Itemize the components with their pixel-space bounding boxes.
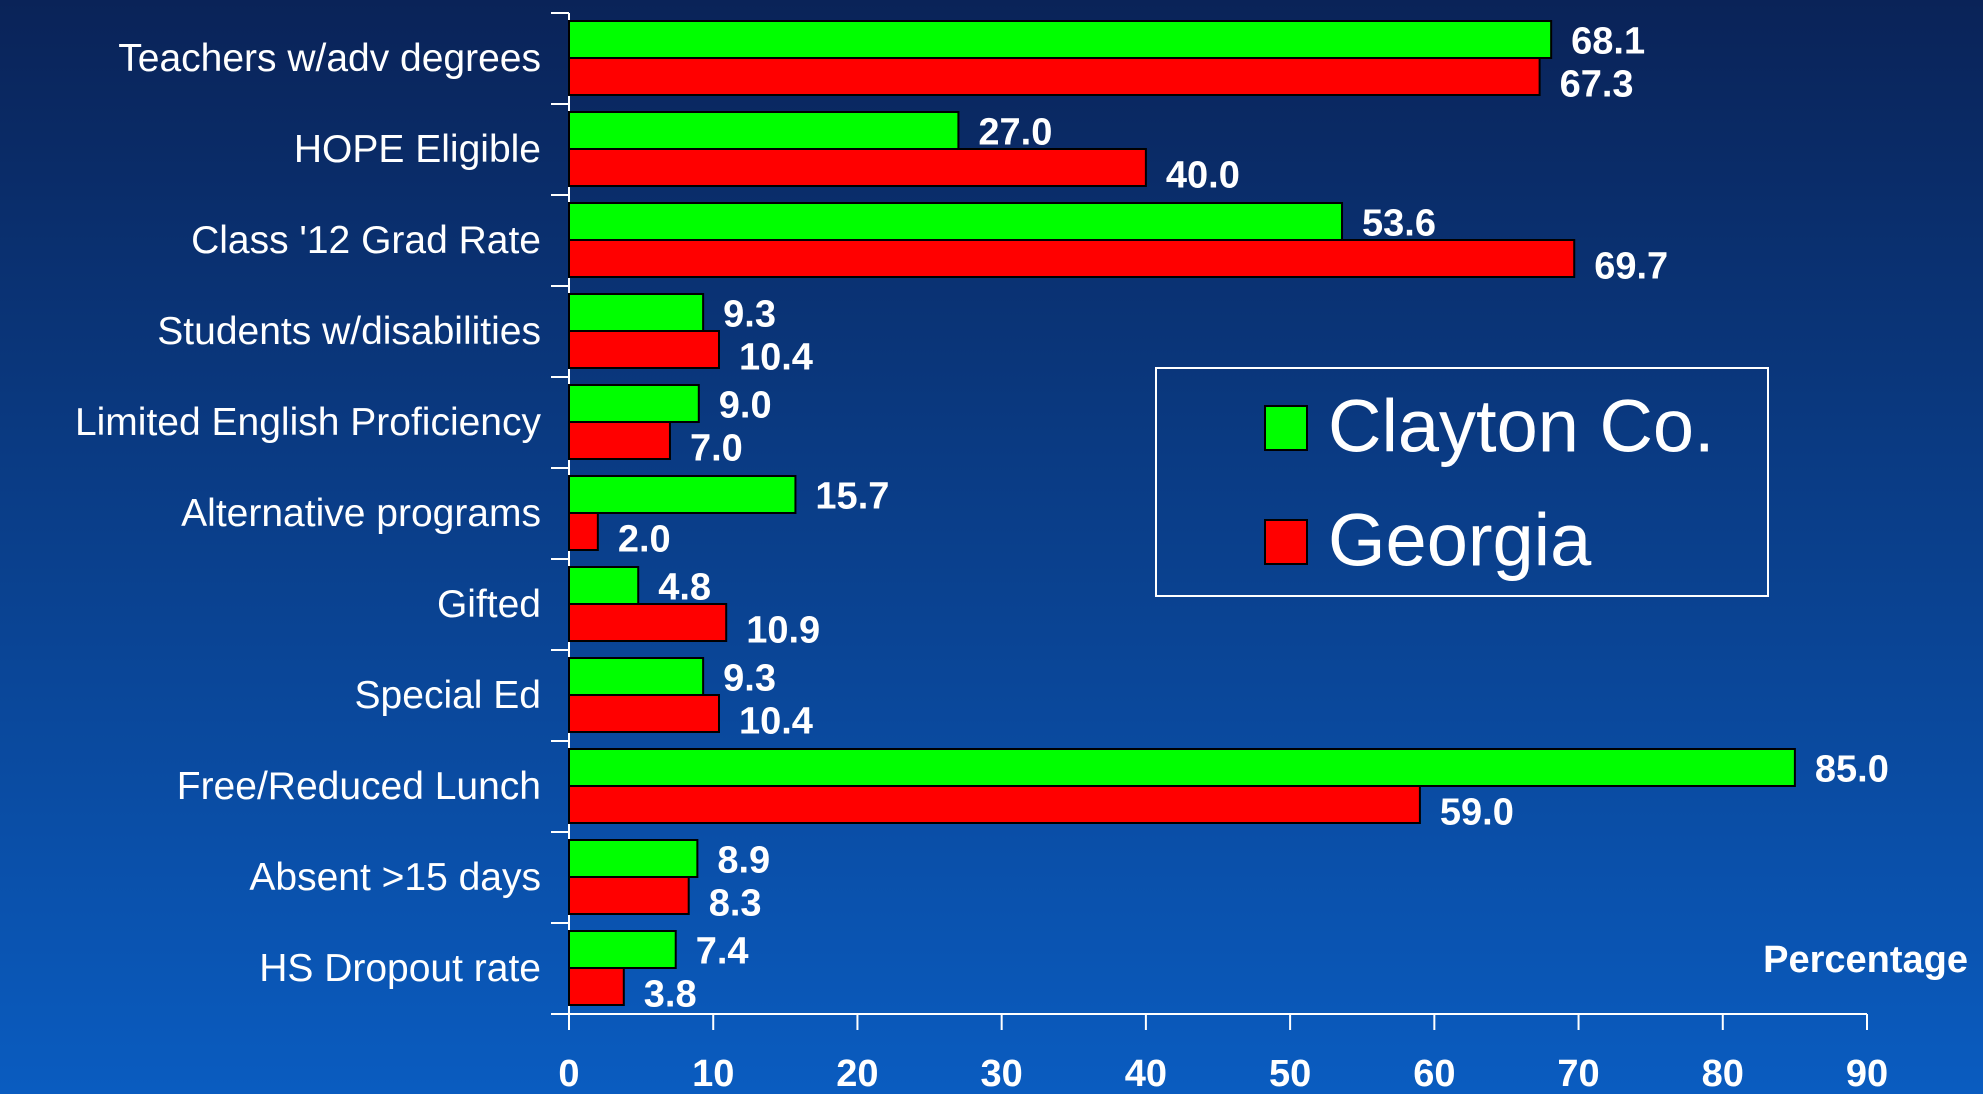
value-label: 68.1 — [1571, 21, 1645, 63]
value-label: 9.3 — [723, 658, 776, 700]
bar — [568, 967, 625, 1006]
bar — [568, 293, 705, 332]
category-label: Limited English Proficiency — [75, 401, 542, 444]
bar — [568, 657, 705, 696]
legend-swatch — [1264, 519, 1308, 565]
category-label: HS Dropout rate — [259, 947, 541, 990]
value-label: 10.4 — [739, 701, 813, 743]
category-label: Teachers w/adv degrees — [118, 37, 541, 80]
bar — [568, 603, 728, 642]
category-label: Students w/disabilities — [157, 310, 541, 353]
x-tick-label: 20 — [836, 1053, 878, 1094]
legend-label: Clayton Co. — [1328, 385, 1715, 468]
x-tick-label: 40 — [1125, 1053, 1167, 1094]
x-axis-label: Percentage — [1763, 939, 1968, 981]
value-label: 8.3 — [709, 883, 762, 925]
legend-swatch — [1264, 405, 1308, 451]
bar — [568, 748, 1796, 787]
value-label: 15.7 — [815, 476, 889, 518]
category-label: Free/Reduced Lunch — [177, 765, 541, 808]
value-label: 8.9 — [717, 840, 770, 882]
value-label: 9.0 — [719, 385, 772, 427]
bar — [568, 202, 1344, 241]
category-label: Gifted — [437, 583, 541, 626]
bar — [568, 839, 699, 878]
category-label: HOPE Eligible — [294, 128, 541, 171]
value-label: 2.0 — [618, 519, 671, 561]
x-tick-label: 60 — [1413, 1053, 1455, 1094]
bar — [568, 566, 640, 605]
value-label: 7.4 — [696, 931, 749, 973]
bar — [568, 330, 720, 369]
bar — [568, 694, 720, 733]
value-label: 10.9 — [746, 610, 820, 652]
value-label: 9.3 — [723, 294, 776, 336]
value-label: 53.6 — [1362, 203, 1436, 245]
x-tick-label: 90 — [1846, 1053, 1888, 1094]
bar — [568, 876, 690, 915]
bar — [568, 148, 1147, 187]
category-label: Alternative programs — [181, 492, 541, 535]
value-label: 67.3 — [1560, 64, 1634, 106]
legend-box — [1155, 367, 1769, 597]
bar — [568, 785, 1421, 824]
value-label: 7.0 — [690, 428, 743, 470]
legend-label: Georgia — [1328, 499, 1592, 582]
category-label: Class '12 Grad Rate — [191, 219, 541, 262]
value-label: 27.0 — [978, 112, 1052, 154]
bar — [568, 930, 677, 969]
x-tick-label: 70 — [1557, 1053, 1599, 1094]
x-tick-label: 10 — [692, 1053, 734, 1094]
x-tick-label: 30 — [981, 1053, 1023, 1094]
bar — [568, 512, 599, 551]
bar — [568, 384, 700, 423]
bar — [568, 111, 960, 150]
bar — [568, 475, 797, 514]
value-label: 4.8 — [658, 567, 711, 609]
value-label: 3.8 — [644, 974, 697, 1016]
value-label: 40.0 — [1166, 155, 1240, 197]
bar — [568, 421, 671, 460]
bar — [568, 20, 1553, 59]
value-label: 69.7 — [1594, 246, 1668, 288]
category-label: Special Ed — [355, 674, 541, 717]
bar — [568, 239, 1576, 278]
x-tick-label: 0 — [558, 1053, 579, 1094]
value-label: 10.4 — [739, 337, 813, 379]
category-label: Absent >15 days — [249, 856, 541, 899]
x-tick-label: 80 — [1702, 1053, 1744, 1094]
x-tick-label: 50 — [1269, 1053, 1311, 1094]
value-label: 59.0 — [1440, 792, 1514, 834]
bar — [568, 57, 1541, 96]
value-label: 85.0 — [1815, 749, 1889, 791]
